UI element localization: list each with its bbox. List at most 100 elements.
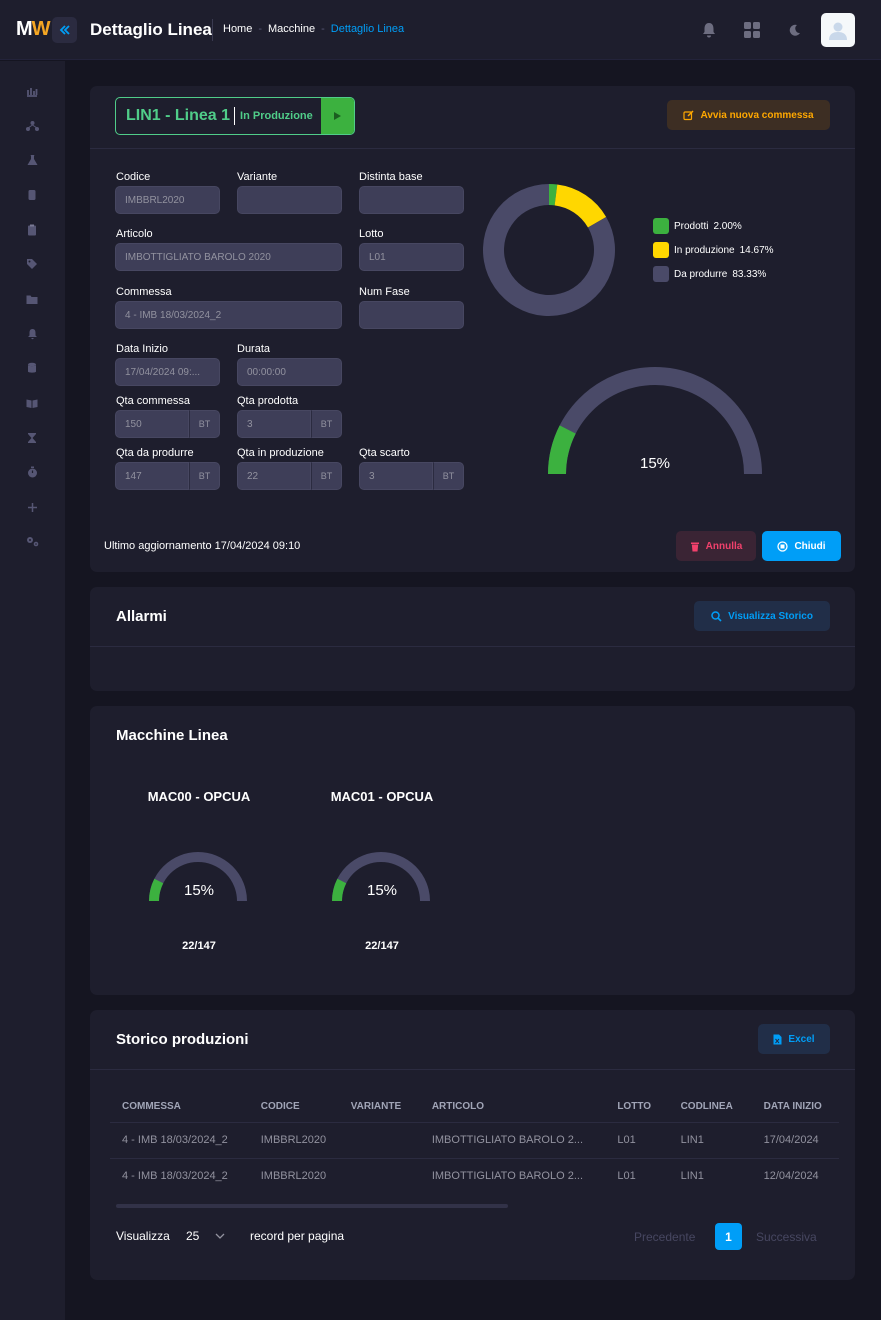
excel-label: Excel [788, 1033, 815, 1045]
column-header[interactable]: CODICE [260, 1101, 300, 1113]
qta-commessa-field[interactable]: 150 BT [115, 410, 220, 438]
data-inizio-field[interactable]: 17/04/2024 09:... [115, 358, 220, 386]
folder-icon[interactable] [22, 289, 42, 309]
top-header: MW Dettaglio Linea Home - Macchine - Det… [0, 0, 881, 60]
user-avatar[interactable] [821, 13, 855, 47]
machine-count: 22/147 [182, 940, 216, 952]
qta-commessa-unit: BT [189, 410, 220, 438]
search-icon [711, 610, 722, 622]
view-history-button[interactable]: Visualizza Storico [694, 601, 830, 631]
legend-item-prodotti: Prodotti 2.00% [653, 218, 774, 234]
qta-prodotta-value[interactable]: 3 [237, 410, 311, 438]
plus-icon[interactable] [22, 497, 42, 517]
machines-title: Macchine Linea [116, 727, 228, 744]
hourglass-icon[interactable] [22, 428, 42, 448]
app-logo[interactable]: MW [16, 18, 51, 40]
title-separator [212, 19, 213, 41]
sidebar-toggle-button[interactable] [52, 17, 77, 43]
flask-icon[interactable] [22, 150, 42, 170]
legend-value-in-produzione: 14.67% [739, 244, 774, 256]
qta-scarto-value[interactable]: 3 [359, 462, 433, 490]
network-icon[interactable] [22, 116, 42, 136]
table-row[interactable]: 4 - IMB 18/03/2024_2 IMBBRL2020 IMBOTTIG… [110, 1121, 839, 1158]
cancel-button[interactable]: Annulla [676, 531, 756, 561]
qta-da-produrre-field[interactable]: 147 BT [115, 462, 220, 490]
qta-prodotta-unit: BT [311, 410, 342, 438]
qta-prodotta-field[interactable]: 3 BT [237, 410, 342, 438]
qta-in-produzione-value[interactable]: 22 [237, 462, 311, 490]
qta-prodotta-label: Qta prodotta [237, 395, 299, 407]
column-header[interactable]: ARTICOLO [431, 1101, 485, 1113]
bell-icon[interactable] [22, 324, 42, 344]
per-page-label: record per pagina [250, 1229, 345, 1243]
tag-icon[interactable] [22, 254, 42, 274]
gauge-percent: 15% [639, 455, 671, 472]
table-cell: L01 [605, 1157, 669, 1194]
current-page-button[interactable]: 1 [715, 1223, 742, 1250]
lotto-field[interactable]: L01 [359, 243, 464, 271]
qta-in-produzione-label: Qta in produzione [237, 447, 324, 459]
last-update-text: Ultimo aggiornamento 17/04/2024 09:10 [104, 540, 301, 552]
alarms-card: Allarmi Visualizza Storico [90, 587, 855, 691]
bottle-icon[interactable] [22, 185, 42, 205]
variante-field[interactable] [237, 186, 342, 214]
table-cell: LIN1 [668, 1157, 752, 1194]
table-row[interactable]: 4 - IMB 18/03/2024_2 IMBBRL2020 IMBOTTIG… [110, 1157, 839, 1194]
donut-slice-da-produrre [483, 184, 615, 316]
num-fase-field[interactable] [359, 301, 464, 329]
table-cell: IMBBRL2020 [248, 1157, 339, 1194]
breadcrumb-home[interactable]: Home [223, 23, 253, 35]
stopwatch-icon[interactable] [22, 462, 42, 482]
machine-gauge [149, 852, 247, 902]
horizontal-scrollbar-thumb[interactable] [116, 1204, 508, 1208]
qta-da-produrre-value[interactable]: 147 [115, 462, 189, 490]
breadcrumb-macchine[interactable]: Macchine [268, 23, 316, 35]
legend-label-prodotti: Prodotti [674, 220, 709, 232]
articolo-field[interactable]: IMBOTTIGLIATO BAROLO 2020 [115, 243, 342, 271]
column-header[interactable]: COMMESSA [122, 1101, 181, 1113]
clipboard-icon[interactable] [22, 220, 42, 240]
durata-field[interactable]: 00:00:00 [237, 358, 342, 386]
commessa-field[interactable]: 4 - IMB 18/03/2024_2 [115, 301, 342, 329]
cancel-label: Annulla [705, 540, 743, 552]
column-header[interactable]: VARIANTE [350, 1101, 402, 1113]
history-title: Storico produzioni [116, 1031, 249, 1048]
previous-page-button[interactable]: Precedente [634, 1230, 696, 1244]
cogs-icon[interactable] [22, 531, 42, 551]
trash-icon [690, 542, 699, 551]
breadcrumb: Home - Macchine - Dettaglio Linea [223, 23, 404, 35]
chart-icon[interactable] [22, 81, 42, 101]
table-cell: IMBOTTIGLIATO BAROLO 2... [419, 1121, 606, 1158]
close-button[interactable]: Chiudi [762, 531, 841, 561]
next-page-button[interactable]: Successiva [756, 1230, 817, 1244]
qta-commessa-value[interactable]: 150 [115, 410, 189, 438]
start-line-button[interactable] [320, 98, 354, 134]
column-header[interactable]: LOTTO [617, 1101, 652, 1113]
donut-slice-in-produzione [554, 184, 607, 228]
sidebar [0, 61, 65, 1320]
edit-icon [683, 109, 695, 120]
page-size-select[interactable]: 25 [186, 1229, 236, 1243]
qta-scarto-field[interactable]: 3 BT [359, 462, 464, 490]
distinta-field[interactable] [359, 186, 464, 214]
book-icon[interactable] [22, 393, 42, 413]
table-cell: 4 - IMB 18/03/2024_2 [110, 1157, 249, 1194]
excel-export-button[interactable]: Excel [758, 1024, 830, 1054]
apps-grid-icon [744, 22, 760, 38]
table-cell: IMBBRL2020 [248, 1121, 339, 1158]
notifications-button[interactable] [697, 18, 721, 42]
legend-item-in-produzione: In produzione 14.67% [653, 242, 774, 258]
line-badge: LIN1 - Linea 1 In Produzione [115, 97, 355, 135]
new-order-button[interactable]: Avvia nuova commessa [667, 100, 830, 130]
line-status: In Produzione [240, 110, 313, 122]
qta-in-produzione-field[interactable]: 22 BT [237, 462, 342, 490]
codice-field[interactable]: IMBBRL2020 [115, 186, 220, 214]
variante-label: Variante [237, 171, 278, 183]
column-header[interactable]: DATA INIZIO [763, 1101, 822, 1113]
apps-button[interactable] [740, 18, 764, 42]
new-order-label: Avvia nuova commessa [700, 109, 814, 121]
user-icon [829, 22, 847, 40]
database-icon[interactable] [22, 358, 42, 378]
theme-toggle-button[interactable] [783, 18, 807, 42]
column-header[interactable]: CODLINEA [680, 1101, 733, 1113]
